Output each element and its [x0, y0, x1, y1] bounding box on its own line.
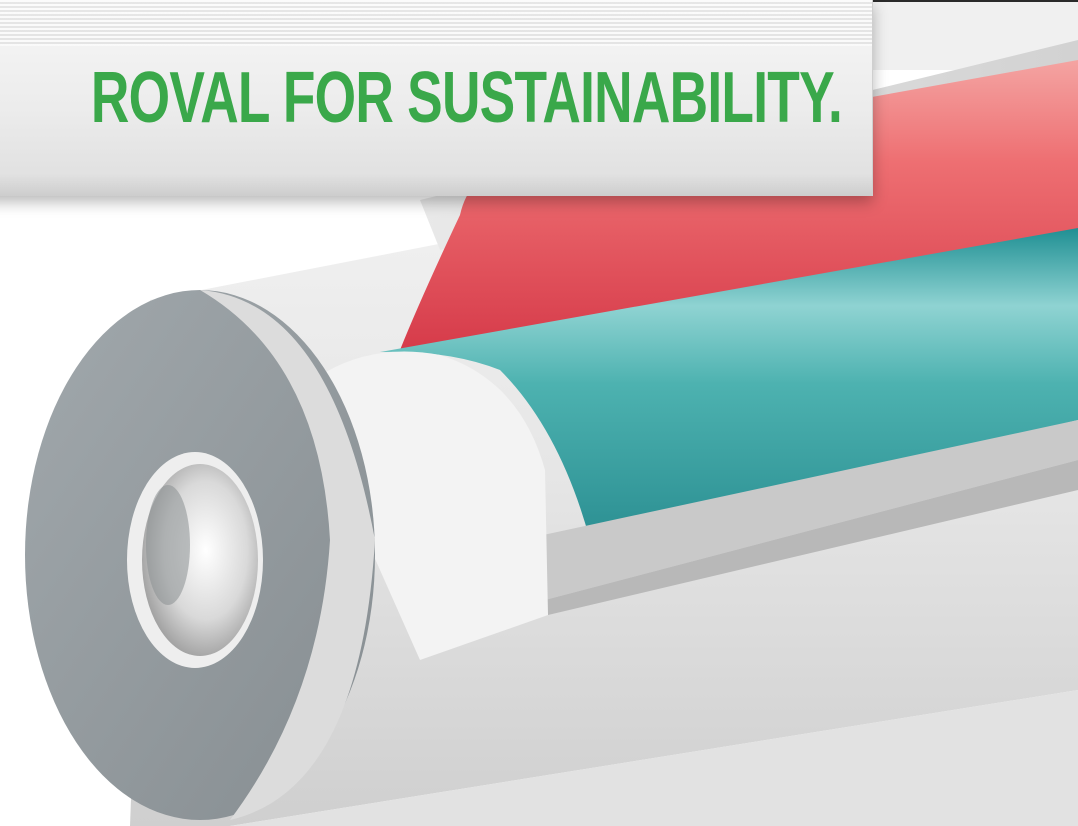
headline-banner: ROVAL FOR SUSTAINABILITY. — [0, 0, 873, 196]
banner-headline: ROVAL FOR SUSTAINABILITY. — [90, 58, 843, 138]
top-rule — [872, 0, 1078, 2]
red-layer — [400, 60, 1078, 350]
